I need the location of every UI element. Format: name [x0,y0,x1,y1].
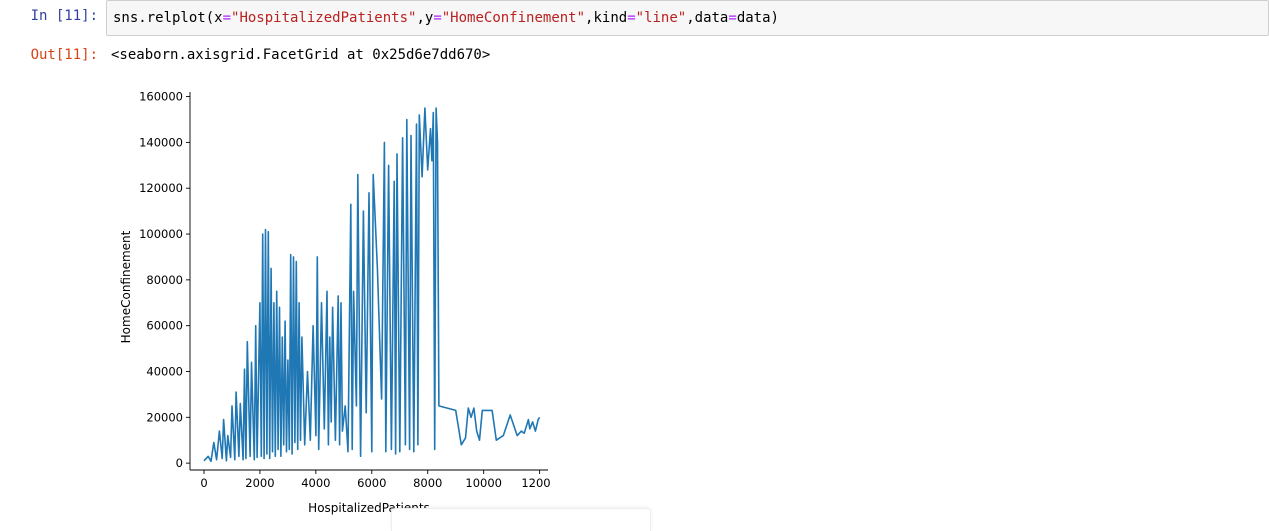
chart-axes: 0200004000060000800001000001200001400001… [139,90,550,490]
x-tick-label: 6000 [357,476,386,490]
code-token-string: "HospitalizedPatients" [231,10,417,26]
output-prompt: Out[11]: [30,47,98,63]
y-axis-label: HomeConfinement [119,230,133,343]
chart-series [203,107,541,463]
code-token-arg: data) [736,10,779,26]
code-token-arg: ,y [416,10,434,26]
code-token-op: = [627,10,636,26]
code-token-arg: ,data [686,10,729,26]
y-tick-label: 80000 [146,273,183,287]
code-token-call: sns.relplot(x [113,10,223,26]
y-tick-label: 40000 [146,364,183,378]
y-tick-label: 20000 [146,410,183,424]
y-tick-label: 100000 [139,227,183,241]
y-tick-label: 120000 [139,181,183,195]
code-token-arg: ,kind [585,10,628,26]
x-tick-label: 8000 [413,476,442,490]
code-token-op: = [728,10,737,26]
y-tick-label: 0 [176,456,183,470]
code-token-op: = [222,10,232,26]
code-token-string: "HomeConfinement" [441,10,586,26]
series-line [203,107,541,463]
x-tick-label: 12000 [521,476,550,490]
y-tick-label: 160000 [139,90,183,104]
y-tick-label: 60000 [146,319,183,333]
x-tick-label: 2000 [245,476,274,490]
x-tick-label: 10000 [465,476,502,490]
input-prompt: In [11]: [30,8,98,24]
x-tick-label: 0 [200,476,207,490]
code-token-op: = [433,10,442,26]
floating-panel-edge [391,508,651,531]
y-tick-label: 140000 [139,135,183,149]
code-token-string: "line" [635,10,687,26]
code-input-area[interactable]: sns.relplot(x="HospitalizedPatients",y="… [106,0,1269,36]
line-chart: 0200004000060000800001000001200001400001… [119,90,550,515]
output-repr-text: <seaborn.axisgrid.FacetGrid at 0x25d6e7d… [111,47,491,63]
x-tick-label: 4000 [301,476,330,490]
